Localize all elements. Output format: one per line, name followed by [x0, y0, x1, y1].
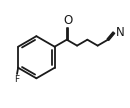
Text: F: F [15, 75, 20, 84]
Text: N: N [115, 26, 124, 39]
Text: O: O [63, 14, 72, 27]
